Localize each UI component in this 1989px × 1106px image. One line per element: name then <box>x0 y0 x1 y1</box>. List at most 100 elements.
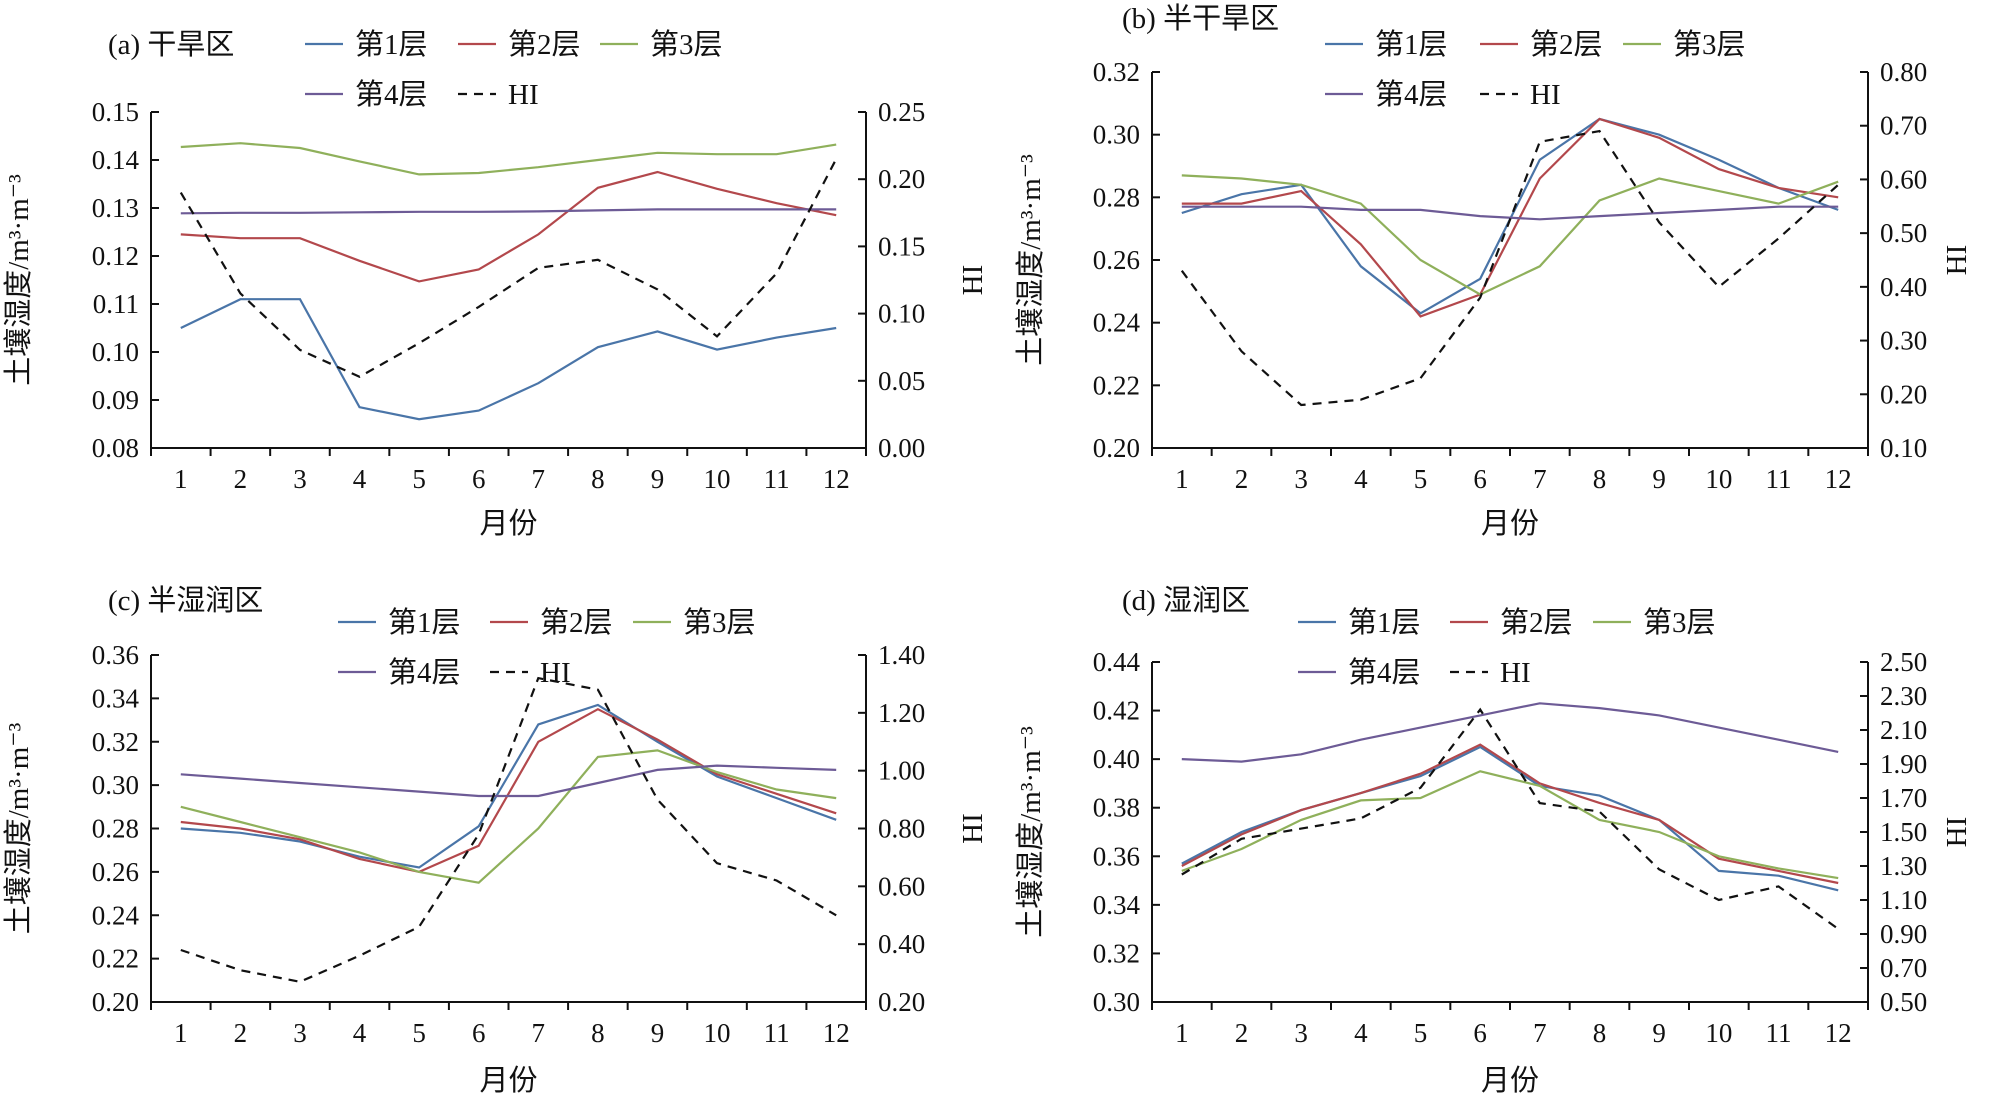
y2-tick-label: 1.70 <box>1880 783 1927 813</box>
y-axis-title: 土壤湿度/m³·m⁻³ <box>1014 726 1047 938</box>
y-axis-title: 土壤湿度/m³·m⁻³ <box>1014 154 1047 366</box>
y2-tick-label: 2.30 <box>1880 681 1927 711</box>
x-tick-label: 2 <box>1235 464 1249 494</box>
y2-tick-label: 0.00 <box>878 433 925 463</box>
x-tick-label: 8 <box>591 464 605 494</box>
x-tick-label: 7 <box>532 1018 546 1048</box>
x-tick-label: 3 <box>1294 1018 1308 1048</box>
legend-label-layer3: 第3层 <box>650 28 723 61</box>
y2-tick-label: 1.50 <box>1880 817 1927 847</box>
x-tick-label: 4 <box>353 464 367 494</box>
y-tick-label: 0.38 <box>1093 793 1140 823</box>
y2-tick-label: 0.20 <box>878 987 925 1017</box>
series-line-layer1 <box>180 298 837 421</box>
legend-label-layer4: 第4层 <box>1375 78 1448 111</box>
series-line-layer4 <box>180 764 837 798</box>
y2-tick-label: 0.70 <box>1880 111 1927 141</box>
y2-tick-label: 1.40 <box>878 640 925 670</box>
x-tick-label: 9 <box>651 1018 665 1048</box>
y2-axis-title: HI <box>957 265 989 296</box>
y-tick-label: 0.32 <box>1093 938 1140 968</box>
series-line-layer4 <box>180 208 837 215</box>
y-tick-label: 0.09 <box>92 385 139 415</box>
y2-tick-label: 1.30 <box>1880 851 1927 881</box>
legend-label-layer4: 第4层 <box>355 78 428 111</box>
y2-tick-label: 0.50 <box>1880 987 1927 1017</box>
y-tick-label: 0.36 <box>92 640 139 670</box>
y2-tick-label: 0.40 <box>878 929 925 959</box>
legend-label-layer1: 第1层 <box>1348 606 1421 639</box>
x-axis-title: 月份 <box>479 507 537 540</box>
y2-tick-label: 0.80 <box>878 814 925 844</box>
series-line-layer3 <box>180 142 837 176</box>
x-tick-label: 8 <box>591 1018 605 1048</box>
y-tick-label: 0.30 <box>1093 987 1140 1017</box>
x-tick-label: 11 <box>764 464 790 494</box>
y-tick-label: 0.26 <box>92 857 139 887</box>
x-tick-label: 11 <box>1766 1018 1792 1048</box>
series-line-layer1 <box>1181 117 1839 315</box>
legend-label-layer2: 第2层 <box>1530 28 1603 61</box>
x-tick-label: 11 <box>764 1018 790 1048</box>
y-tick-label: 0.32 <box>92 727 139 757</box>
y2-axis-title: HI <box>1941 245 1973 276</box>
y2-tick-label: 2.50 <box>1880 647 1927 677</box>
series-line-layer4 <box>1181 702 1839 763</box>
x-tick-label: 4 <box>353 1018 367 1048</box>
x-tick-label: 9 <box>1652 1018 1666 1048</box>
x-tick-label: 7 <box>1533 1018 1547 1048</box>
y2-tick-label: 0.70 <box>1880 953 1927 983</box>
panel-title: (b) 半干旱区 <box>1122 2 1279 35</box>
y-tick-label: 0.11 <box>93 289 139 319</box>
y2-tick-label: 2.10 <box>1880 715 1927 745</box>
y2-tick-label: 0.15 <box>878 231 925 261</box>
series-line-layer2 <box>1181 117 1839 318</box>
y2-tick-label: 0.60 <box>1880 164 1927 194</box>
y2-tick-label: 0.90 <box>1880 919 1927 949</box>
y2-tick-label: 0.20 <box>1880 379 1927 409</box>
x-tick-label: 10 <box>704 464 731 494</box>
y-tick-label: 0.30 <box>92 770 139 800</box>
y-tick-label: 0.14 <box>92 145 140 175</box>
y-tick-label: 0.13 <box>92 193 139 223</box>
y-tick-label: 0.24 <box>1093 308 1141 338</box>
y-tick-label: 0.34 <box>92 683 140 713</box>
x-tick-label: 8 <box>1593 1018 1607 1048</box>
legend-label-layer1: 第1层 <box>388 606 461 639</box>
x-tick-label: 10 <box>704 1018 731 1048</box>
y-tick-label: 0.36 <box>1093 841 1140 871</box>
x-tick-label: 10 <box>1705 1018 1732 1048</box>
series-line-hi <box>1181 707 1839 930</box>
x-tick-label: 1 <box>174 1018 188 1048</box>
y-tick-label: 0.12 <box>92 241 139 271</box>
y-axis-title: 土壤湿度/m³·m⁻³ <box>2 722 35 934</box>
legend-label-layer3: 第3层 <box>1673 28 1746 61</box>
legend-label-layer4: 第4层 <box>388 656 461 689</box>
x-tick-label: 6 <box>1473 464 1487 494</box>
legend-label-hi: HI <box>1530 79 1561 111</box>
legend-label-hi: HI <box>540 657 571 689</box>
y-tick-label: 0.44 <box>1093 647 1141 677</box>
y2-tick-label: 0.10 <box>1880 433 1927 463</box>
legend-label-layer1: 第1层 <box>355 28 428 61</box>
legend-label-hi: HI <box>1500 657 1531 689</box>
chart-panel-4: 0.30 0.32 0.34 0.36 0.38 0.40 0.42 0.44 0.50 0.70… <box>1014 584 1973 1097</box>
y-tick-label: 0.15 <box>92 97 139 127</box>
legend-label-layer4: 第4层 <box>1348 656 1421 689</box>
x-tick-label: 4 <box>1354 1018 1368 1048</box>
y-tick-label: 0.28 <box>92 814 139 844</box>
panel-title: (a) 干旱区 <box>108 29 234 61</box>
y2-tick-label: 0.25 <box>878 97 925 127</box>
series-line-layer1 <box>180 703 837 869</box>
y-tick-label: 0.28 <box>1093 182 1140 212</box>
legend-label-layer3: 第3层 <box>683 606 756 639</box>
x-tick-label: 7 <box>1533 464 1547 494</box>
series-line-hi <box>179 158 838 379</box>
panel-title: (c) 半湿润区 <box>108 584 263 617</box>
y-tick-label: 0.24 <box>92 900 140 930</box>
legend-label-layer2: 第2层 <box>540 606 613 639</box>
x-tick-label: 10 <box>1705 464 1732 494</box>
y2-tick-label: 1.00 <box>878 756 925 786</box>
y-tick-label: 0.42 <box>1093 696 1140 726</box>
y2-tick-label: 0.60 <box>878 871 925 901</box>
